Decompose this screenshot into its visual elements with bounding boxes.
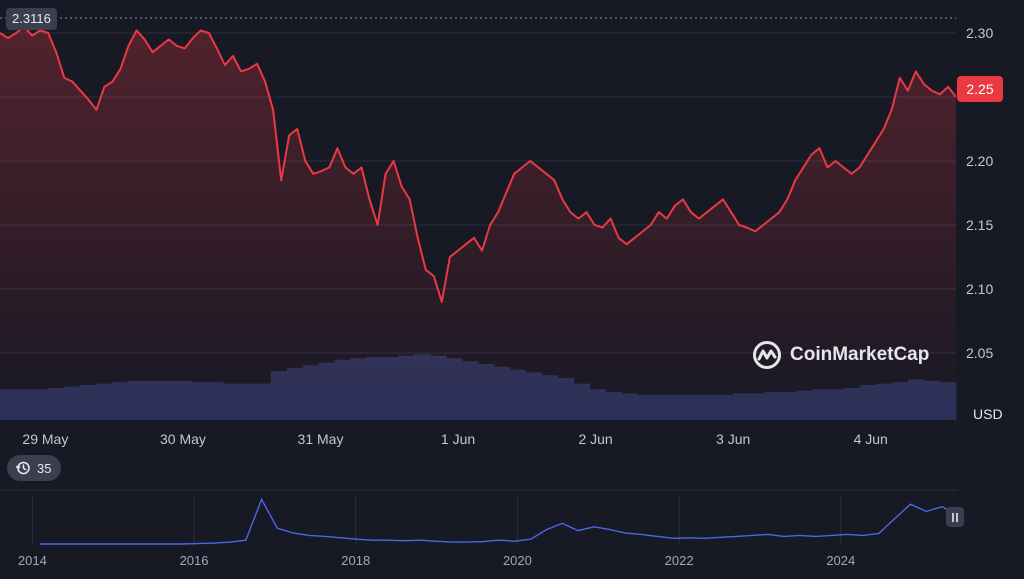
x-tick-label: 31 May — [298, 431, 344, 447]
history-button[interactable]: 35 — [7, 455, 62, 481]
price-area — [0, 26, 956, 420]
pause-button[interactable] — [946, 507, 964, 527]
y-tick-label: 2.30 — [966, 25, 993, 41]
y-tick-label: 2.10 — [966, 281, 993, 297]
x-tick-label: 4 Jun — [854, 431, 888, 447]
y-tick-label: 2.15 — [966, 217, 993, 233]
x-tick-label: 1 Jun — [441, 431, 475, 447]
navigator-line[interactable] — [40, 497, 959, 545]
brand-name: CoinMarketCap — [790, 344, 930, 365]
pause-icon — [952, 512, 954, 522]
x-tick-label: 29 May — [22, 431, 68, 447]
navigator-year-label: 2014 — [18, 553, 47, 568]
currency-label: USD — [973, 406, 1003, 422]
y-tick-label: 2.20 — [966, 153, 993, 169]
navigator-year-label: 2022 — [665, 553, 694, 568]
price-line[interactable] — [0, 25, 957, 303]
coinmarketcap-logo-icon — [753, 341, 781, 369]
x-tick-label: 2 Jun — [578, 431, 612, 447]
y-tick-label: 2.05 — [966, 345, 993, 361]
navigator-year-label: 2024 — [826, 553, 855, 568]
history-icon — [15, 461, 30, 475]
navigator-year-label: 2020 — [503, 553, 532, 568]
coinmarketcap-watermark: CoinMarketCap — [752, 340, 929, 370]
navigator-year-label: 2016 — [180, 553, 209, 568]
navigator-year-label: 2018 — [341, 553, 370, 568]
current-price-badge: 2.25 — [957, 76, 1003, 102]
history-count: 35 — [37, 460, 52, 476]
x-tick-label: 3 Jun — [716, 431, 750, 447]
open-price-badge: 2.3116 — [6, 8, 57, 30]
x-tick-label: 30 May — [160, 431, 206, 447]
